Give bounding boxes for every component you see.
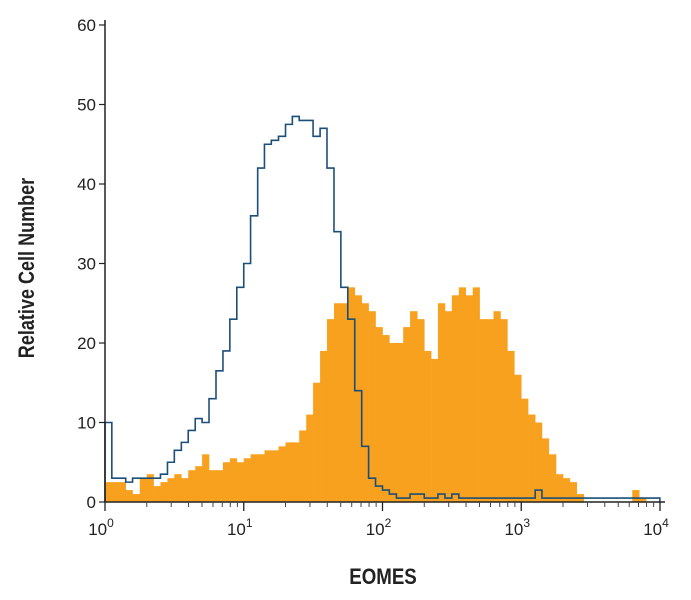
histogram-bar — [555, 474, 564, 502]
histogram-bar — [118, 482, 127, 502]
histogram-bar — [479, 319, 487, 502]
x-axis-label: EOMES — [349, 566, 417, 590]
histogram-bar — [514, 374, 522, 502]
histogram-bar — [153, 486, 161, 502]
histogram-bar — [347, 287, 356, 502]
histogram-bar — [424, 350, 432, 502]
series-filled — [105, 287, 647, 502]
histogram-bar — [299, 430, 307, 502]
y-tick-label: 20 — [77, 334, 96, 353]
x-tick-label: 103 — [504, 516, 530, 539]
y-tick-label: 40 — [77, 175, 96, 194]
histogram-bar — [278, 446, 286, 502]
histogram-bar — [368, 311, 376, 502]
histogram-bar — [125, 490, 133, 502]
histogram-bar — [243, 458, 251, 502]
histogram-bar — [160, 482, 168, 502]
histogram-bar — [389, 343, 397, 502]
histogram-bar — [382, 335, 390, 502]
axes: 0 10 20 30 40 50 60 100 101 102 103 104 — [77, 16, 669, 539]
histogram-bar — [292, 442, 300, 502]
histogram-bar — [541, 438, 550, 502]
x-tick-label: 102 — [366, 516, 392, 539]
histogram-bar — [139, 478, 148, 502]
histogram-bar — [313, 382, 321, 502]
histogram-bar — [521, 398, 529, 502]
histogram-bar — [507, 350, 515, 502]
histogram-bar — [146, 474, 154, 502]
histogram-bar — [271, 450, 279, 502]
histogram-bar — [563, 478, 571, 502]
histogram-bar — [437, 303, 446, 502]
histogram-bar — [410, 311, 418, 502]
histogram-bar — [340, 303, 349, 502]
histogram-bar — [639, 498, 647, 502]
histogram-bar — [333, 303, 342, 502]
histogram-bar — [326, 319, 335, 502]
histogram-bar — [188, 470, 196, 502]
histogram-bar — [285, 442, 293, 502]
histogram-bar — [202, 454, 210, 502]
series-outline — [104, 115, 661, 502]
series-layer — [104, 115, 661, 502]
histogram-bar — [105, 482, 113, 502]
histogram-bar — [431, 358, 439, 502]
histogram-bar — [375, 327, 383, 502]
histogram-bar — [632, 490, 640, 502]
histogram-bar — [403, 327, 411, 502]
histogram-bar — [417, 319, 425, 502]
histogram-bar — [361, 303, 369, 502]
y-tick-label: 50 — [77, 96, 96, 115]
histogram-bar — [111, 482, 120, 502]
histogram-bar — [174, 474, 182, 502]
histogram-bar — [451, 295, 460, 502]
histogram-bar — [250, 454, 258, 502]
histogram-bar — [195, 466, 203, 502]
x-tick-label: 100 — [88, 516, 114, 539]
histogram-bar — [569, 482, 578, 502]
histogram-bar — [216, 470, 224, 502]
histogram-bar — [257, 454, 265, 502]
histogram-bar — [167, 478, 175, 502]
histogram-bar — [548, 454, 557, 502]
histogram-bar — [535, 422, 543, 502]
histogram-bar — [528, 414, 536, 502]
histogram-bar — [209, 470, 217, 502]
y-axis-label: Relative Cell Number — [15, 178, 39, 359]
y-tick-label: 60 — [77, 16, 96, 35]
histogram-outline — [104, 115, 661, 502]
histogram-bar — [472, 287, 480, 502]
histogram-bar — [493, 311, 501, 502]
histogram-bar — [229, 458, 238, 502]
histogram-bar — [181, 478, 189, 502]
x-tick-label: 104 — [643, 516, 669, 539]
histogram-bar — [500, 319, 508, 502]
histogram-bar — [396, 343, 404, 502]
y-tick-label: 10 — [77, 414, 96, 433]
histogram-bar — [354, 295, 362, 502]
histogram-bar — [306, 414, 314, 502]
y-tick-label: 0 — [87, 493, 96, 512]
histogram-bar — [444, 311, 453, 502]
histogram-bar — [458, 287, 467, 502]
histogram-bar — [465, 295, 474, 502]
histogram-bar — [236, 462, 245, 502]
histogram-bar — [320, 350, 328, 502]
histogram-bar — [264, 450, 272, 502]
histogram-bar — [486, 319, 494, 502]
y-tick-label: 30 — [77, 255, 96, 274]
histogram-bar — [132, 494, 141, 502]
histogram-bar — [222, 462, 231, 502]
x-tick-label: 101 — [227, 516, 253, 539]
